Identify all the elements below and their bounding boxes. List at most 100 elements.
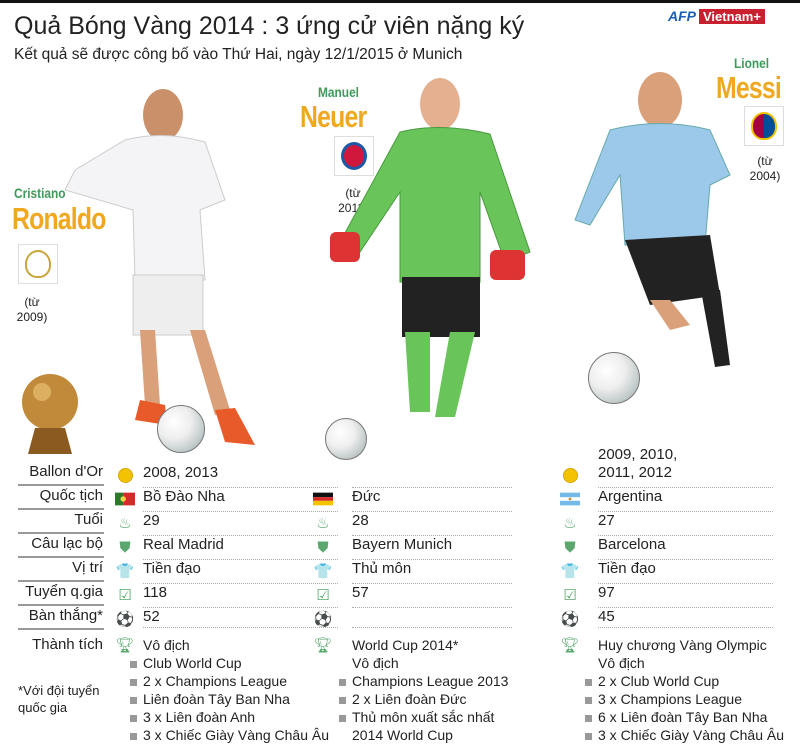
neuer-position: Thủ môn <box>352 560 412 577</box>
birthday-cake-icon: ♨ <box>118 514 132 532</box>
bullet-icon <box>585 678 592 686</box>
label-club: Câu lạc bộ <box>31 535 103 552</box>
dotted-divider <box>143 583 338 584</box>
ronaldo-age: 29 <box>143 512 160 529</box>
birthday-cake-icon: ♨ <box>316 514 330 532</box>
checkmark-icon: ☑ <box>118 586 132 604</box>
neuer-achievement-heading: World Cup 2014* <box>352 637 459 653</box>
afp-vietnamplus-logo: AFP Vietnam+ <box>668 8 765 24</box>
messi-last-name: Messi <box>716 70 782 105</box>
bullet-icon <box>130 714 137 722</box>
golden-ball-icon <box>115 466 135 484</box>
top-bar <box>0 0 800 3</box>
bullet-icon <box>339 678 346 686</box>
neuer-achievement-heading: Vô địch <box>352 655 399 671</box>
bullet-icon <box>130 696 137 704</box>
flag-icon <box>313 490 333 508</box>
neuer-photo <box>330 78 531 417</box>
messi-ballon-dor-years: 2009, 2010, <box>598 446 678 463</box>
ronaldo-achievement-item: 3 x Liên đoàn Anh <box>130 708 255 726</box>
neuer-caps: 57 <box>352 584 369 601</box>
achievement-text: 3 x Champions League <box>598 691 742 707</box>
ronaldo-photo <box>64 89 255 445</box>
messi-since: (từ 2004) <box>749 154 781 183</box>
dotted-divider <box>352 607 512 608</box>
dotted-divider <box>598 583 773 584</box>
achievement-text: 6 x Liên đoàn Tây Ban Nha <box>598 709 768 725</box>
messi-achievement-item: 2 x Club World Cup <box>585 672 719 690</box>
ronaldo-caps: 118 <box>143 584 167 601</box>
ronaldo-since: (từ 2009) <box>16 295 48 324</box>
ronaldo-achievement-item: 3 x Chiếc Giày Vàng Châu Âu <box>130 726 329 744</box>
achievement-text: 2 x Champions League <box>143 673 287 689</box>
messi-goals: 45 <box>598 608 615 625</box>
trophy-icon: 🏆︎ <box>313 636 333 654</box>
dotted-divider <box>352 583 512 584</box>
label-goals: Bàn thắng* <box>28 607 103 624</box>
messi-first-name: Lionel <box>734 55 770 71</box>
flag-icon <box>560 490 580 508</box>
neuer-first-name: Manuel <box>318 84 359 100</box>
ronaldo-ballon-dor: 2008, 2013 <box>143 464 219 481</box>
ronaldo-achievement-item: 2 x Champions League <box>130 672 287 690</box>
vietnamplus-logo: Vietnam+ <box>699 8 765 24</box>
achievement-text: 3 x Chiếc Giày Vàng Châu Âu <box>598 727 784 743</box>
dotted-divider <box>143 487 338 488</box>
divider <box>18 604 104 606</box>
messi-caps: 97 <box>598 584 615 601</box>
bullet-icon <box>585 696 592 704</box>
label-achievements: Thành tích <box>32 636 103 653</box>
ronaldo-achievement-item: Liên đoàn Tây Ban Nha <box>130 690 290 708</box>
ronaldo-position: Tiền đạo <box>143 560 201 577</box>
dotted-divider <box>352 511 512 512</box>
jersey-icon: 👕 <box>313 562 333 580</box>
dotted-divider <box>598 607 773 608</box>
neuer-age: 28 <box>352 512 369 529</box>
dotted-divider <box>598 627 773 628</box>
trophy-icon: 🏆︎ <box>560 636 580 654</box>
achievement-text: Thủ môn xuất sắc nhất <box>352 709 495 725</box>
divider <box>18 532 104 534</box>
ronaldo-achievement-item: Club World Cup <box>130 654 242 672</box>
bullet-icon <box>339 696 346 704</box>
birthday-cake-icon: ♨ <box>563 514 577 532</box>
dotted-divider <box>143 607 338 608</box>
messi-nationality: Argentina <box>598 488 663 505</box>
neuer-club: Bayern Munich <box>352 536 453 553</box>
bullet-icon <box>130 660 137 668</box>
achievement-text: 3 x Liên đoàn Anh <box>143 709 256 725</box>
achievement-text: Club World Cup <box>143 655 242 671</box>
trophy-icon: 🏆︎ <box>115 636 135 654</box>
bullet-icon <box>585 714 592 722</box>
label-ballon-dor: Ballon d'Or <box>29 463 103 480</box>
dotted-divider <box>598 559 773 560</box>
real-madrid-crest-icon <box>18 244 58 284</box>
achievement-text: Champions League 2013 <box>352 673 509 689</box>
flag-icon <box>115 490 135 508</box>
bullet-icon <box>130 678 137 686</box>
achievement-text: 3 x Chiếc Giày Vàng Châu Âu <box>143 727 329 743</box>
dotted-divider <box>143 511 338 512</box>
messi-achievement-item: 6 x Liên đoàn Tây Ban Nha <box>585 708 767 726</box>
jersey-icon: 👕 <box>115 562 135 580</box>
divider <box>18 508 104 510</box>
dotted-divider <box>143 535 338 536</box>
ronaldo-club: Real Madrid <box>143 536 224 553</box>
messi-achievement-item: 3 x Champions League <box>585 690 742 708</box>
neuer-achievement-item: Thủ môn xuất sắc nhất <box>339 708 494 726</box>
messi-achievement-item: 3 x Chiếc Giày Vàng Châu Âu <box>585 726 784 744</box>
label-position: Vị trí <box>72 559 103 576</box>
shield-icon: ⛊ <box>119 538 131 556</box>
dotted-divider <box>352 627 512 628</box>
divider <box>18 628 104 630</box>
neuer-achievement-item: 2 x Liên đoàn Đức <box>339 690 466 708</box>
messi-position: Tiền đạo <box>598 560 656 577</box>
neuer-ball <box>325 418 367 460</box>
achievement-text: 2 x Club World Cup <box>598 673 720 689</box>
achievement-text: 2 x Liên đoàn Đức <box>352 691 467 707</box>
bullet-icon <box>585 732 592 740</box>
shield-icon: ⛊ <box>317 538 329 556</box>
footnote: *Với đội tuyển quốc gia <box>18 683 100 715</box>
bullet-icon <box>130 732 137 740</box>
divider <box>18 580 104 582</box>
